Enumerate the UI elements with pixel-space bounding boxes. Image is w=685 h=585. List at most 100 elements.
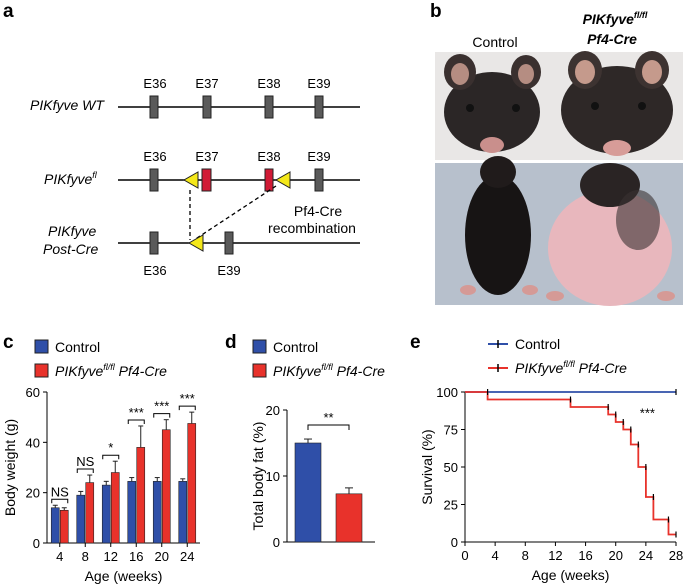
c-legend-control-swatch (34, 339, 49, 354)
c-significance-bracket (102, 454, 120, 460)
e-series-mutant-line (465, 391, 676, 536)
c-significance-label: *** (154, 399, 169, 414)
mutant-mouse-body-image (546, 163, 675, 306)
panel-b-mouse-photos: b Control PIKfyvefl/fl Pf4-Cre (430, 1, 683, 306)
c-bar-mutant (110, 472, 120, 544)
loxp-site-1 (182, 171, 199, 189)
wt-exon-label-e37: E37 (195, 76, 218, 91)
loxp-site-2 (274, 171, 291, 189)
d-significance-bracket (307, 424, 350, 431)
c-y-tick-label: 0 (33, 536, 40, 551)
e-y-tick-label: 25 (444, 498, 458, 513)
e-legend-mutant-label: PIKfyvefl/fl Pf4-Cre (515, 359, 627, 376)
wt-exon-label-e39: E39 (307, 76, 330, 91)
photo-mutant-label-2: Pf4-Cre (587, 31, 637, 47)
c-bar-control (178, 481, 188, 544)
panel-letter-a: a (3, 1, 14, 22)
wt-label: PIKfyve WT (30, 97, 105, 113)
fl-label: PIKfyvefl (44, 170, 98, 187)
fl-exon-e38 (264, 168, 274, 192)
recombination-line-right (193, 185, 277, 241)
control-mouse-body-image (460, 156, 538, 295)
postcre-label-2: Post-Cre (43, 241, 98, 257)
e-significance-label: *** (640, 406, 655, 421)
panel-letter-e: e (410, 332, 421, 353)
wt-exon-label-e36: E36 (143, 76, 166, 91)
fl-exon-e39 (314, 168, 324, 192)
postcre-exon-e36 (149, 231, 159, 255)
c-significance-bracket (51, 498, 69, 504)
e-x-axis-label: Age (weeks) (532, 567, 610, 583)
d-legend-control-swatch (252, 339, 267, 354)
fl-exon-e36 (149, 168, 159, 192)
panel-letter-c: c (3, 332, 14, 353)
c-x-tick-label: 20 (155, 549, 169, 564)
e-y-tick-label: 75 (444, 423, 458, 438)
d-y-tick-label: 20 (266, 403, 280, 418)
e-y-tick-label: 0 (451, 535, 458, 550)
c-significance-label: NS (76, 454, 94, 469)
c-x-tick-label: 24 (180, 549, 194, 564)
panel-e-survival-chart: e Control PIKfyvefl/fl Pf4-Cre 0 25 50 75 100 0 4… (410, 332, 683, 583)
c-bar-control (127, 481, 137, 544)
e-x-tick-label: 28 (669, 548, 683, 563)
c-significance-bracket (153, 413, 171, 418)
c-bar-control (76, 494, 86, 544)
d-legend-mutant-swatch (252, 363, 267, 378)
panel-letter-d: d (225, 332, 237, 353)
c-bar-control (101, 484, 111, 544)
fl-exon-e37 (201, 168, 212, 192)
postcre-exon-label-e39: E39 (217, 263, 240, 278)
d-y-axis-label: Total body fat (%) (250, 422, 266, 531)
mutant-mouse-head-image (561, 51, 673, 156)
fl-exon-label-e39: E39 (307, 149, 330, 164)
c-significance-label: *** (180, 391, 195, 406)
fl-exon-label-e37: E37 (195, 149, 218, 164)
e-legend-control-label: Control (515, 336, 560, 352)
wt-exon-label-e38: E38 (257, 76, 280, 91)
postcre-exon-label-e36: E36 (143, 263, 166, 278)
e-x-tick-label: 4 (492, 548, 499, 563)
d-bar-mutant (335, 493, 363, 543)
e-y-axis-label: Survival (%) (419, 429, 435, 504)
loxp-site-post (187, 234, 204, 252)
c-x-tick-label: 8 (82, 549, 89, 564)
c-x-axis-label: Age (weeks) (85, 568, 163, 584)
c-bar-mutant (85, 482, 95, 544)
panel-a-gene-diagram: a PIKfyve WT E36 E37 E38 E39 PIKfyvefl E… (3, 1, 360, 278)
c-legend-mutant-main: PIKfyve (55, 363, 103, 379)
panel-c-body-weight-chart: c Control PIKfyvefl/fl Pf4-Cre 0 20 40 60 4 NS 8 N… (2, 332, 200, 584)
photo-control-label: Control (472, 34, 517, 50)
photo-mutant-label-1: PIKfyvefl/fl (583, 10, 648, 27)
c-x-tick-label: 12 (104, 549, 118, 564)
c-legend-mutant-label: PIKfyvefl/fl Pf4-Cre (55, 362, 167, 379)
wt-exon-e39 (314, 95, 324, 119)
c-significance-label: *** (129, 405, 144, 420)
e-x-tick-label: 12 (548, 548, 562, 563)
e-legend-mutant-main: PIKfyve (515, 360, 563, 376)
c-significance-bracket (76, 468, 94, 474)
recombination-label-2: recombination (268, 220, 356, 236)
c-significance-label: NS (51, 484, 69, 499)
c-bar-control (50, 507, 60, 544)
c-x-tick-label: 4 (56, 549, 63, 564)
c-y-axis-label: Body weight (g) (2, 419, 18, 516)
postcre-label-1: PIKfyve (48, 223, 96, 239)
fl-exon-label-e38: E38 (257, 149, 280, 164)
c-x-tick-label: 16 (129, 549, 143, 564)
d-significance-label: ** (323, 410, 333, 425)
panel-letter-b: b (430, 1, 442, 22)
c-bar-control (152, 481, 162, 544)
c-significance-bracket (178, 405, 196, 411)
fl-exon-label-e36: E36 (143, 149, 166, 164)
e-x-tick-label: 20 (608, 548, 622, 563)
c-legend-mutant-sup: fl/fl (103, 362, 116, 372)
e-y-tick-label: 50 (444, 460, 458, 475)
wt-exon-e36 (149, 95, 159, 119)
e-x-tick-label: 16 (578, 548, 592, 563)
panel-d-body-fat-chart: d Control PIKfyvefl/fl Pf4-Cre 0 10 20 ** Total… (225, 332, 385, 550)
d-legend-mutant-main: PIKfyve (273, 363, 321, 379)
wt-exon-e37 (202, 95, 212, 119)
c-legend-mutant-swatch (34, 363, 49, 378)
d-legend-mutant-sup: fl/fl (321, 362, 334, 372)
